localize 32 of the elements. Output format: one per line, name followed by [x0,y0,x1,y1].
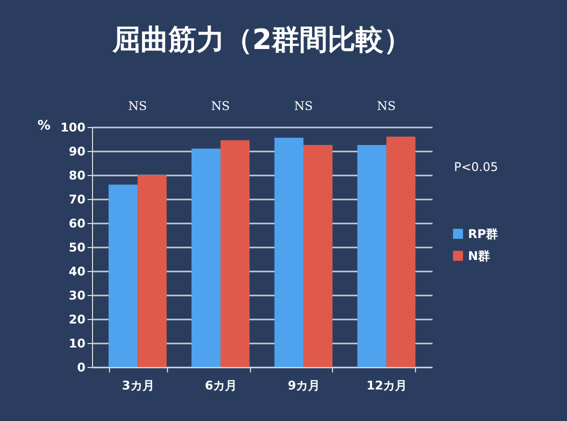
y-tick-label: 10 [68,336,86,350]
y-tick-label: 80 [68,168,86,182]
bar [357,145,386,367]
y-axis-title: % [37,118,50,134]
chart-title: 屈曲筋力（2群間比較） [111,23,412,56]
text: NS [211,99,230,113]
bar [138,175,167,367]
bar [303,145,332,367]
x-tick-label: 9カ月 [288,378,320,392]
y-tick-label: 70 [68,192,86,206]
y-tick-label: 60 [68,216,86,230]
text: NS [377,99,396,113]
y-tick-label: 0 [77,360,86,374]
y-tick-label: 90 [68,144,86,158]
x-tick-label: 6カ月 [204,378,238,392]
bar [220,140,250,367]
y-tick-label: 100 [60,120,86,134]
x-tick-label: 3カ月 [122,378,154,392]
bar [192,148,221,367]
text: NS [128,99,147,113]
bar [386,136,416,367]
x-tick-label: 12カ月 [366,378,408,392]
legend-label: N群 [468,248,490,263]
y-tick-label: 30 [68,288,86,302]
legend-label: RP群 [468,226,498,241]
text: P<0.05 [454,160,498,174]
y-tick-label: 40 [68,264,86,278]
bar [108,184,138,367]
text: NS [294,99,313,113]
bar [274,138,304,367]
y-tick-label: 50 [68,240,86,254]
y-tick-label: 20 [68,312,86,326]
